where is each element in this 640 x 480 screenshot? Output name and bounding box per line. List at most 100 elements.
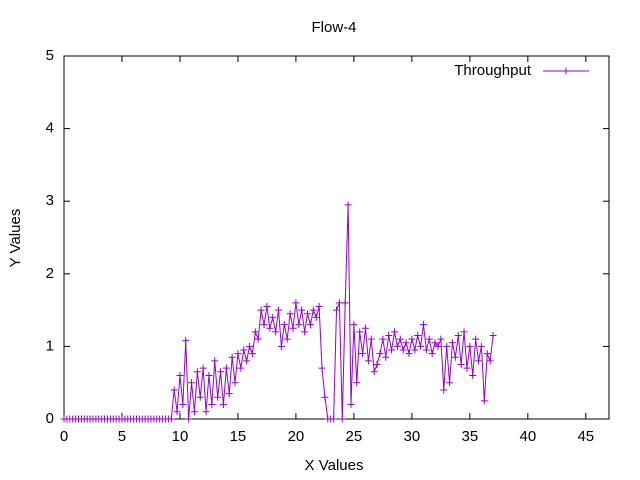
point-marker xyxy=(292,299,300,307)
point-marker xyxy=(451,353,459,361)
y-tick-label: 3 xyxy=(46,192,54,209)
point-marker xyxy=(373,361,381,369)
point-marker xyxy=(408,335,416,343)
point-marker xyxy=(272,328,280,336)
x-axis-label: X Values xyxy=(305,457,364,474)
x-tick-label: 25 xyxy=(346,428,363,445)
point-marker xyxy=(341,299,349,307)
point-marker xyxy=(211,357,219,365)
point-marker xyxy=(202,408,210,416)
point-marker xyxy=(356,328,364,336)
point-marker xyxy=(402,339,410,347)
point-marker xyxy=(405,350,413,358)
point-marker xyxy=(199,364,207,372)
point-marker xyxy=(217,368,225,376)
point-marker xyxy=(237,364,245,372)
point-marker xyxy=(286,310,294,318)
point-marker xyxy=(257,306,265,314)
point-marker xyxy=(382,353,390,361)
point-marker xyxy=(350,321,358,329)
point-marker xyxy=(480,397,488,405)
x-tick-label: 15 xyxy=(230,428,247,445)
point-marker xyxy=(173,408,181,416)
point-marker xyxy=(483,350,491,358)
point-marker xyxy=(205,371,213,379)
legend-label: Throughput xyxy=(454,62,532,79)
point-marker xyxy=(414,332,422,340)
x-tick-label: 35 xyxy=(462,428,479,445)
point-marker xyxy=(295,321,303,329)
point-marker xyxy=(344,201,352,209)
x-tick-label: 45 xyxy=(577,428,594,445)
point-marker xyxy=(318,364,326,372)
point-marker xyxy=(321,393,329,401)
x-tick-label: 10 xyxy=(172,428,189,445)
point-marker xyxy=(190,408,198,416)
point-marker xyxy=(425,335,433,343)
point-marker xyxy=(182,337,190,345)
point-marker xyxy=(248,350,256,358)
point-marker xyxy=(176,371,184,379)
point-marker xyxy=(489,332,497,340)
point-marker xyxy=(214,393,222,401)
point-marker xyxy=(275,306,283,314)
chart-title: Flow-4 xyxy=(311,19,356,36)
point-marker xyxy=(170,386,178,394)
point-marker xyxy=(167,415,175,423)
point-marker xyxy=(388,346,396,354)
point-marker xyxy=(434,342,442,350)
point-marker xyxy=(269,313,277,321)
point-marker xyxy=(234,350,242,358)
point-marker xyxy=(428,350,436,358)
point-marker xyxy=(309,306,317,314)
point-marker xyxy=(333,306,340,314)
point-marker xyxy=(347,400,355,408)
point-marker xyxy=(283,335,291,343)
point-marker xyxy=(301,328,309,336)
point-marker xyxy=(225,390,233,398)
point-marker xyxy=(370,368,378,376)
point-marker xyxy=(222,364,230,372)
point-marker xyxy=(315,302,323,310)
point-marker xyxy=(417,342,425,350)
point-marker xyxy=(359,350,367,358)
point-marker xyxy=(277,342,285,350)
point-marker xyxy=(263,302,271,310)
y-tick-label: 0 xyxy=(46,410,54,427)
point-marker xyxy=(457,361,465,369)
point-marker xyxy=(254,335,262,343)
point-marker xyxy=(219,400,227,408)
point-marker xyxy=(385,332,393,340)
point-marker xyxy=(208,400,216,408)
point-marker xyxy=(179,400,187,408)
point-marker xyxy=(231,379,239,387)
point-marker xyxy=(280,321,288,329)
point-marker xyxy=(185,415,193,423)
point-marker xyxy=(440,386,448,394)
point-marker xyxy=(443,342,451,350)
point-marker xyxy=(379,335,387,343)
point-marker xyxy=(486,357,494,365)
plot-frame xyxy=(63,55,610,420)
x-tick-label: 0 xyxy=(60,428,68,445)
point-marker xyxy=(306,321,314,329)
point-marker xyxy=(364,357,372,365)
point-marker xyxy=(338,415,346,423)
point-marker xyxy=(448,339,456,347)
point-marker xyxy=(260,321,268,329)
y-tick-label: 4 xyxy=(46,120,54,137)
point-marker xyxy=(422,346,430,354)
point-marker xyxy=(376,350,384,358)
point-marker xyxy=(361,324,369,332)
point-marker xyxy=(188,379,196,387)
point-marker xyxy=(460,328,468,336)
y-tick-label: 2 xyxy=(46,265,54,282)
x-tick-label: 40 xyxy=(519,428,536,445)
legend-swatch-marker xyxy=(562,67,570,75)
point-marker xyxy=(463,364,471,372)
point-marker xyxy=(312,313,320,321)
point-marker xyxy=(251,328,259,336)
point-marker xyxy=(419,321,427,329)
x-tick-label: 5 xyxy=(118,428,126,445)
